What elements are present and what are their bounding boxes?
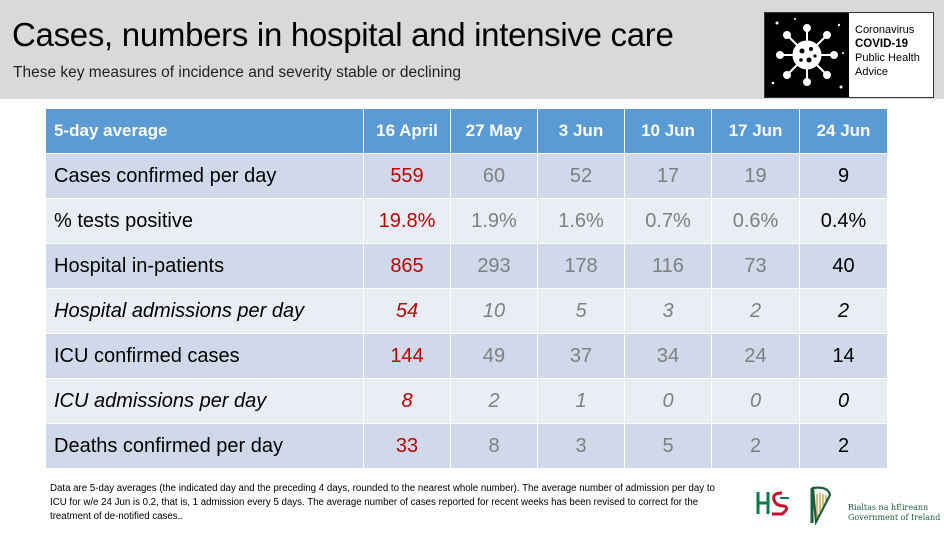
table-cell: 52 <box>537 153 625 199</box>
table-cell: 0 <box>711 378 800 424</box>
table-cell: 8 <box>450 423 538 469</box>
table-row: ICU admissions per day 8 2 1 0 0 0 <box>45 378 888 424</box>
table-cell: 178 <box>537 243 625 289</box>
table-cell: 0.4% <box>799 198 888 244</box>
table-cell: 865 <box>363 243 451 289</box>
table-cell: 3 <box>537 423 625 469</box>
row-label: ICU admissions per day <box>45 378 364 424</box>
table-cell: 8 <box>363 378 451 424</box>
table-cell: 60 <box>450 153 538 199</box>
table-header-row: 5-day average 16 April 27 May 3 Jun 10 J… <box>45 108 888 154</box>
row-label: % tests positive <box>45 198 364 244</box>
table-cell: 34 <box>624 333 712 379</box>
column-header: 3 Jun <box>537 108 625 154</box>
table-cell: 0.7% <box>624 198 712 244</box>
table-cell: 1.6% <box>537 198 625 244</box>
table-row: % tests positive 19.8% 1.9% 1.6% 0.7% 0.… <box>45 198 888 244</box>
table-cell: 5 <box>624 423 712 469</box>
table-cell: 33 <box>363 423 451 469</box>
column-header: 17 Jun <box>711 108 800 154</box>
footnote: Data are 5-day averages (the indicated d… <box>50 483 715 522</box>
row-label: Cases confirmed per day <box>45 153 364 199</box>
table-cell: 2 <box>799 288 888 334</box>
column-header: 24 Jun <box>799 108 888 154</box>
column-header: 5-day average <box>45 108 364 154</box>
table-cell: 144 <box>363 333 451 379</box>
table-row: Deaths confirmed per day 33 8 3 5 2 2 <box>45 423 888 469</box>
header-banner: Cases, numbers in hospital and intensive… <box>0 0 944 99</box>
page-subtitle: These key measures of incidence and seve… <box>13 64 462 81</box>
table-cell: 49 <box>450 333 538 379</box>
table-cell: 0 <box>624 378 712 424</box>
table-row: Hospital in-patients 865 293 178 116 73 … <box>45 243 888 289</box>
table-cell: 559 <box>363 153 451 199</box>
table-cell: 293 <box>450 243 538 289</box>
table-cell: 2 <box>450 378 538 424</box>
table-cell: 14 <box>799 333 888 379</box>
table-cell: 1 <box>537 378 625 424</box>
table-cell: 116 <box>624 243 712 289</box>
table-cell: 24 <box>711 333 800 379</box>
column-header: 16 April <box>363 108 451 154</box>
table-cell: 10 <box>450 288 538 334</box>
row-label: Deaths confirmed per day <box>45 423 364 469</box>
table-cell: 1.9% <box>450 198 538 244</box>
table-cell: 9 <box>799 153 888 199</box>
table-row: Hospital admissions per day 54 10 5 3 2 … <box>45 288 888 334</box>
table-cell: 17 <box>624 153 712 199</box>
row-label: ICU confirmed cases <box>45 333 364 379</box>
column-header: 10 Jun <box>624 108 712 154</box>
table-row: ICU confirmed cases 144 49 37 34 24 14 <box>45 333 888 379</box>
table-cell: 73 <box>711 243 800 289</box>
table-cell: 54 <box>363 288 451 334</box>
virus-icon <box>765 13 849 97</box>
table-row: Cases confirmed per day 559 60 52 17 19 … <box>45 153 888 199</box>
table-cell: 3 <box>624 288 712 334</box>
table-cell: 37 <box>537 333 625 379</box>
table-cell: 2 <box>711 288 800 334</box>
table-cell: 40 <box>799 243 888 289</box>
table-cell: 0 <box>799 378 888 424</box>
government-wordmark: Rialtas na hÉireann Government of Irelan… <box>848 503 941 522</box>
hse-logo <box>756 488 792 518</box>
table-cell: 2 <box>711 423 800 469</box>
row-label: Hospital in-patients <box>45 243 364 289</box>
covid-logo-text: Coronavirus COVID-19 Public Health Advic… <box>855 24 920 78</box>
measures-table: 5-day average 16 April 27 May 3 Jun 10 J… <box>45 108 888 469</box>
page-title: Cases, numbers in hospital and intensive… <box>12 16 674 53</box>
table-cell: 19 <box>711 153 800 199</box>
table-cell: 0.6% <box>711 198 800 244</box>
row-label: Hospital admissions per day <box>45 288 364 334</box>
covid-logo: Coronavirus COVID-19 Public Health Advic… <box>764 12 934 98</box>
harp-icon <box>808 485 834 526</box>
column-header: 27 May <box>450 108 538 154</box>
table-cell: 5 <box>537 288 625 334</box>
table-cell: 2 <box>799 423 888 469</box>
table-cell: 19.8% <box>363 198 451 244</box>
